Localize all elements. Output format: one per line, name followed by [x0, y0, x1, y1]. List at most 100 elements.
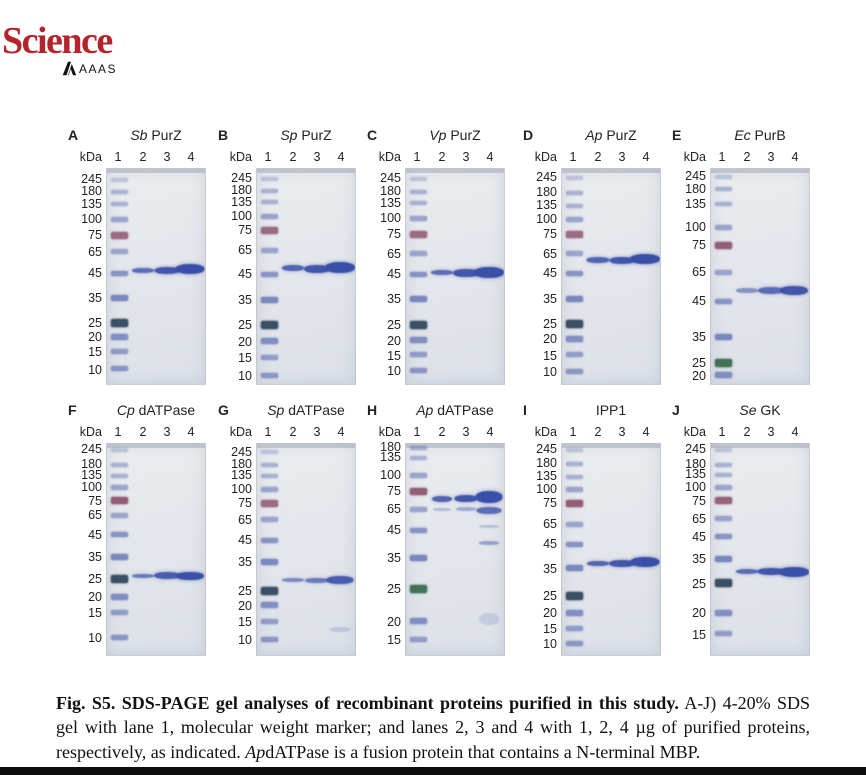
protein-band-lane4 — [780, 285, 809, 295]
panel-title: Sp dATPase — [256, 402, 356, 418]
lane-number-1: 1 — [114, 150, 122, 164]
bottom-border-bar — [0, 767, 866, 775]
marker-band-65 — [409, 251, 427, 257]
kda-label: kDa — [229, 150, 252, 164]
panel-title-species: Ap — [585, 127, 603, 143]
marker-band-45 — [409, 271, 427, 277]
gel-panel-E: E Ec PurB kDa 1 2 3 4 245 180 135 100 75 65 45… — [658, 127, 818, 385]
mw-label-35: 35 — [238, 293, 252, 308]
mw-label-15: 15 — [387, 633, 401, 648]
marker-band-20 — [409, 336, 427, 343]
marker-band-65 — [565, 251, 583, 257]
mw-label-180: 180 — [685, 181, 706, 196]
panel-title-name: PurZ — [606, 127, 637, 143]
mw-label-100: 100 — [536, 211, 557, 226]
mw-label-65: 65 — [387, 502, 401, 517]
lane-number-1: 1 — [718, 150, 726, 164]
mw-label-75: 75 — [387, 483, 401, 498]
panel-letter: G — [218, 402, 229, 418]
marker-band-135 — [565, 203, 583, 208]
lane-number-4: 4 — [791, 425, 799, 439]
mw-label-65: 65 — [692, 265, 706, 280]
marker-band-10 — [565, 368, 583, 374]
marker-band-25 — [409, 584, 427, 593]
mw-label-245: 245 — [81, 442, 102, 457]
marker-band-75 — [409, 487, 427, 495]
mw-label-35: 35 — [387, 551, 401, 566]
mw-label-45: 45 — [387, 267, 401, 282]
protein-band-lane3 — [153, 572, 180, 580]
mw-label-45: 45 — [238, 532, 252, 547]
panel-title-species: Vp — [429, 127, 447, 143]
marker-band-180 — [110, 463, 128, 468]
protein-band-lane4 — [325, 262, 355, 274]
mw-label-245: 245 — [685, 442, 706, 457]
mw-label-35: 35 — [543, 561, 557, 576]
marker-band-180 — [714, 187, 732, 192]
lane-number-4: 4 — [642, 150, 650, 164]
marker-band-135 — [714, 202, 732, 207]
marker-band-135 — [409, 201, 427, 206]
panel-letter: D — [523, 127, 534, 143]
lane-number-2: 2 — [438, 150, 446, 164]
lane-number-1: 1 — [718, 425, 726, 439]
marker-band-75 — [260, 499, 278, 507]
marker-band-25 — [565, 591, 583, 600]
mw-label-180: 180 — [380, 183, 401, 198]
marker-band-45 — [714, 298, 732, 304]
protein-band-lane2 — [132, 573, 155, 578]
marker-band-10 — [409, 367, 427, 373]
protein-band-lane3 — [154, 266, 180, 274]
mw-label-75: 75 — [692, 493, 706, 508]
protein-band-lane2 — [132, 267, 155, 273]
mw-label-35: 35 — [88, 549, 102, 564]
lane-number-3: 3 — [163, 150, 171, 164]
marker-band-245 — [260, 176, 278, 181]
lane-number-3: 3 — [462, 150, 470, 164]
panel-letter: A — [68, 127, 79, 143]
marker-band-75 — [110, 497, 128, 505]
mw-label-25: 25 — [692, 576, 706, 591]
panel-title: Sb PurZ — [106, 127, 206, 143]
lane-number-1: 1 — [569, 150, 577, 164]
mw-label-135: 135 — [536, 469, 557, 483]
marker-band-20 — [565, 609, 583, 616]
mw-label-15: 15 — [543, 348, 557, 363]
marker-band-180 — [409, 446, 427, 451]
mw-label-135: 135 — [380, 195, 401, 210]
mw-label-25: 25 — [543, 589, 557, 604]
marker-band-100 — [714, 224, 732, 230]
mw-label-65: 65 — [238, 243, 252, 258]
panel-title: Ap PurZ — [561, 127, 661, 143]
panel-letter: I — [523, 402, 527, 418]
mw-label-25: 25 — [88, 572, 102, 587]
marker-band-65 — [260, 517, 278, 523]
mw-label-45: 45 — [88, 266, 102, 281]
mw-label-245: 245 — [685, 168, 706, 183]
mw-label-25: 25 — [692, 356, 706, 371]
marker-band-135 — [409, 455, 427, 460]
marker-band-100 — [110, 484, 128, 490]
mw-label-45: 45 — [692, 529, 706, 544]
mw-label-75: 75 — [88, 228, 102, 243]
mw-label-20: 20 — [692, 606, 706, 621]
mw-label-65: 65 — [88, 244, 102, 259]
protein-band-lane4 — [475, 490, 503, 503]
mw-label-45: 45 — [387, 523, 401, 538]
marker-band-180 — [260, 188, 278, 193]
figure-caption: Fig. S5. SDS-PAGE gel analyses of recomb… — [56, 691, 810, 764]
science-logo: Science AAAS — [2, 22, 132, 76]
mw-label-15: 15 — [88, 606, 102, 621]
mw-label-10: 10 — [387, 363, 401, 378]
panel-title-species: Sb — [130, 127, 148, 143]
lane-number-2: 2 — [743, 150, 751, 164]
lane-number-4: 4 — [486, 150, 494, 164]
mw-label-15: 15 — [238, 614, 252, 629]
mw-label-65: 65 — [88, 508, 102, 523]
marker-band-20 — [714, 609, 732, 616]
protein-band-lane4 — [176, 571, 205, 580]
caption-bold: Fig. S5. SDS-PAGE gel analyses of recomb… — [56, 693, 679, 713]
mw-label-25: 25 — [387, 318, 401, 333]
protein-band-lane3 — [757, 286, 784, 294]
mw-label-20: 20 — [692, 369, 706, 384]
